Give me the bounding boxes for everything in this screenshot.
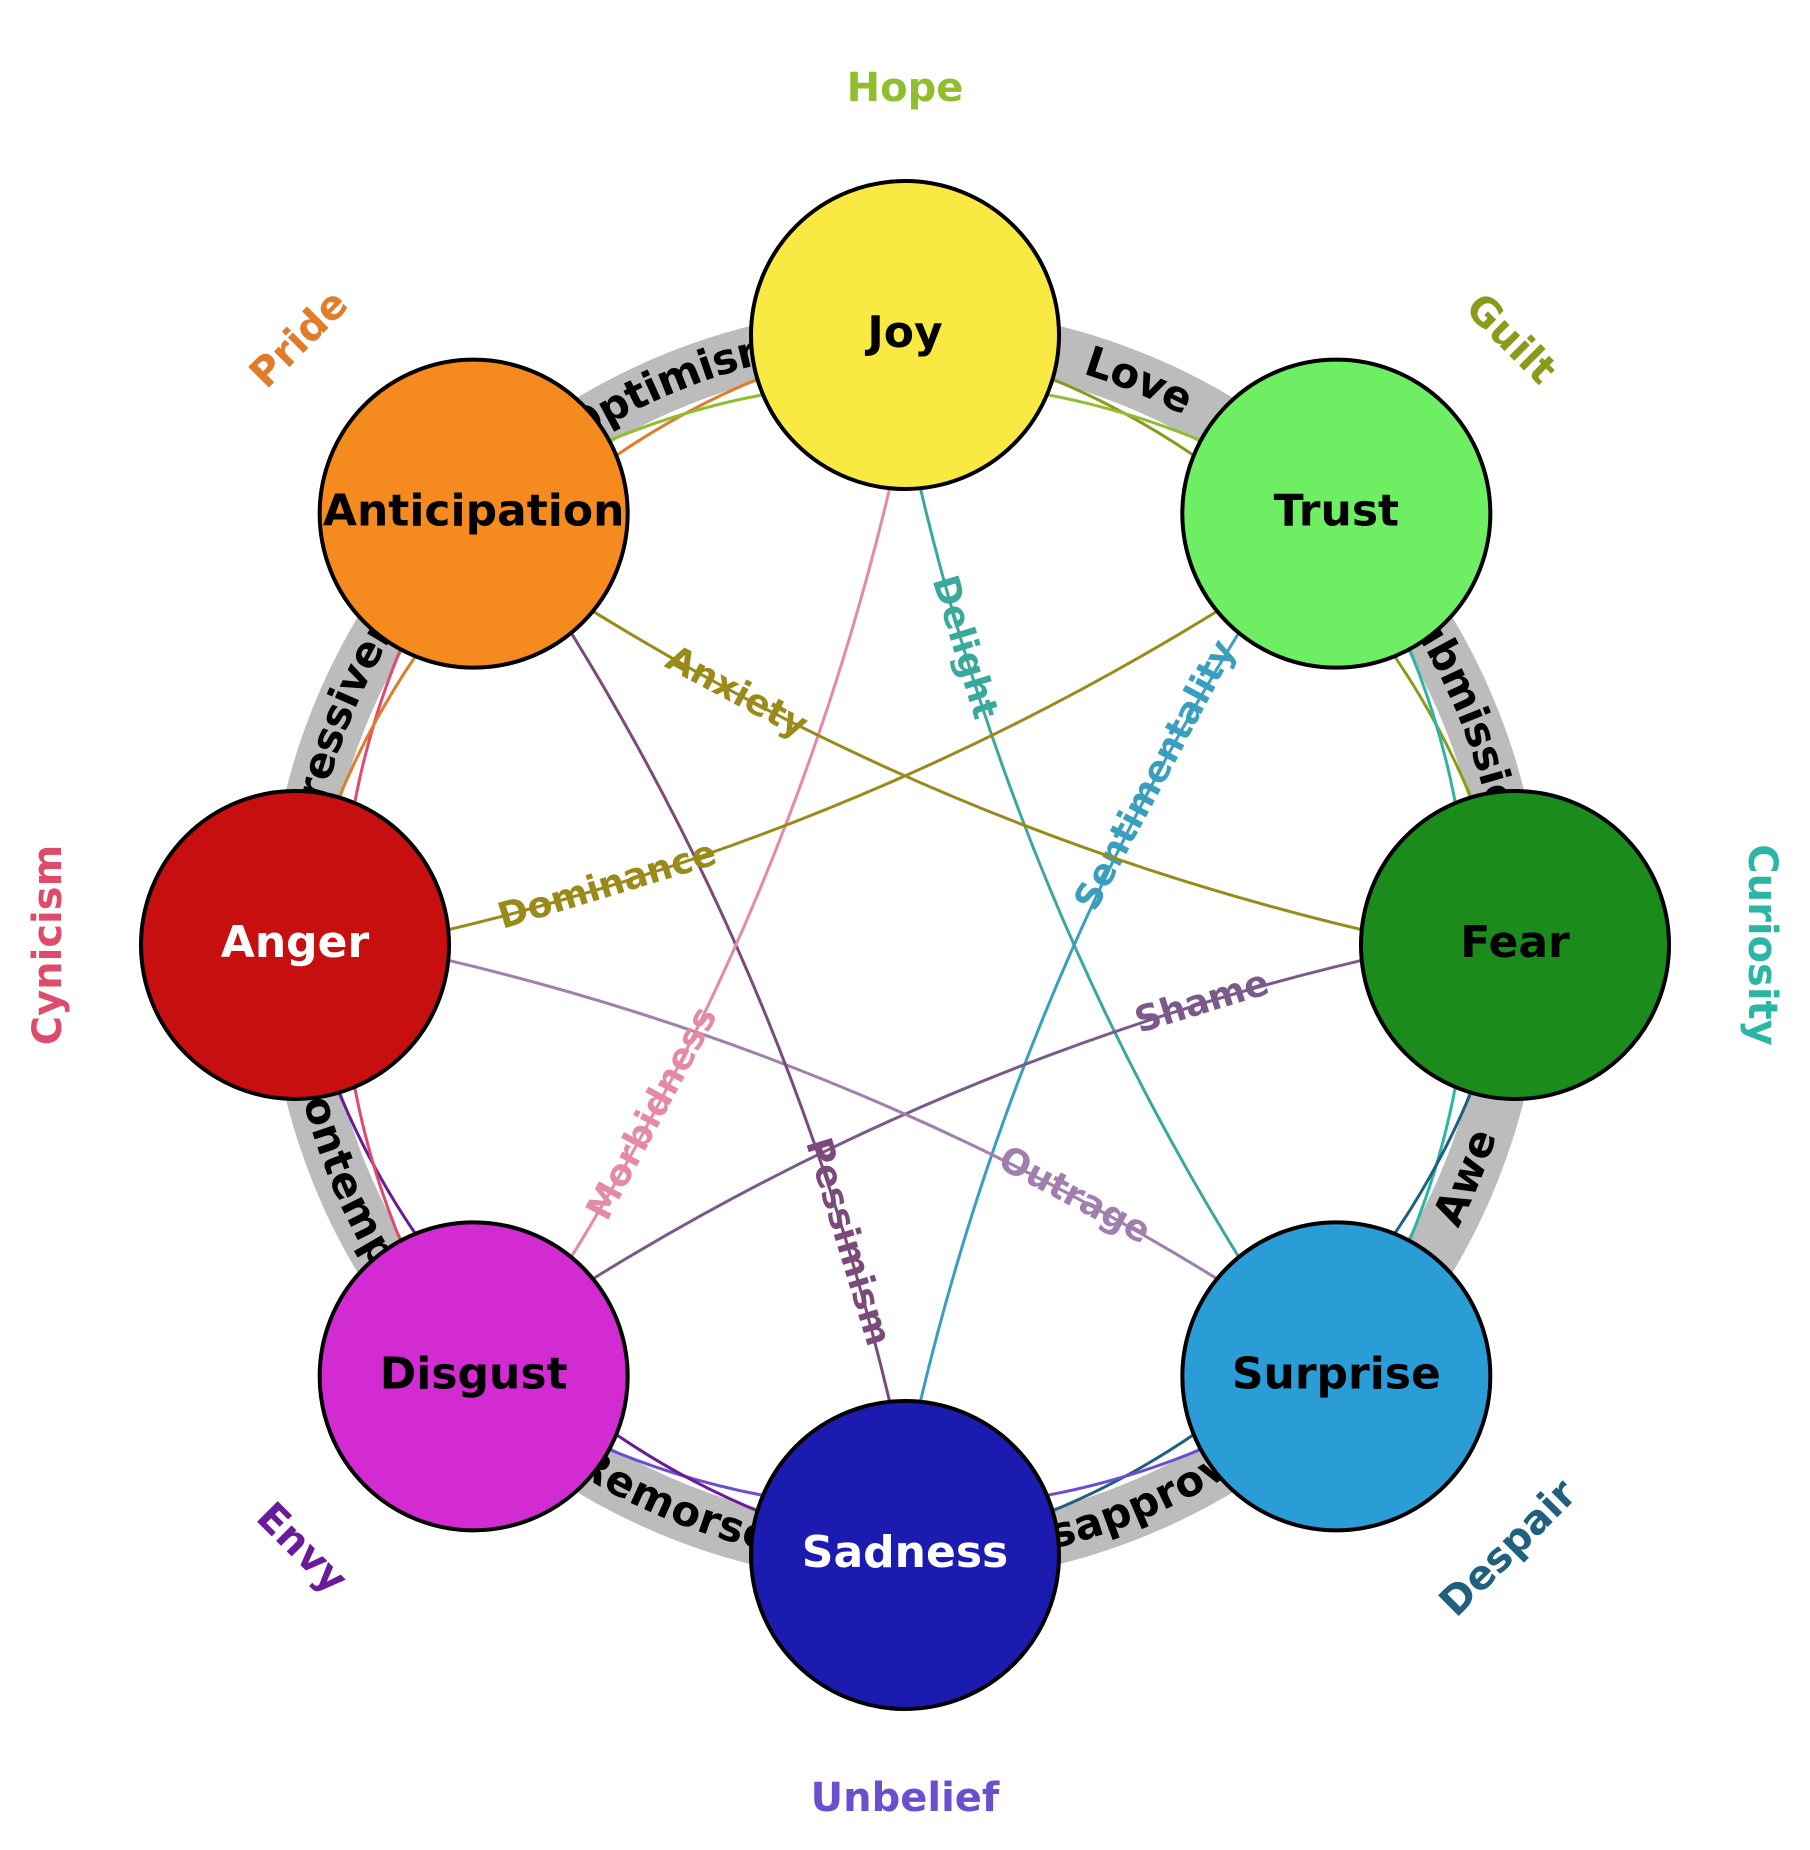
outer-label-guilt: Guilt xyxy=(1457,285,1566,394)
inner-label-sentimentality: Sentimentality xyxy=(1067,633,1244,917)
outer-label-curiosity: Curiosity xyxy=(1739,844,1785,1045)
outer-label-envy: Envy xyxy=(247,1494,356,1603)
emotion-label-sadness: Sadness xyxy=(802,1527,1008,1578)
outer-label-hope: Hope xyxy=(847,65,964,111)
emotion-label-anticipation: Anticipation xyxy=(323,486,625,537)
emotion-label-surprise: Surprise xyxy=(1232,1348,1441,1399)
inner-label-dominance: Dominance xyxy=(493,833,721,938)
outer-label-pride: Pride xyxy=(241,281,357,397)
emotion-label-disgust: Disgust xyxy=(380,1348,568,1399)
emotion-label-fear: Fear xyxy=(1460,917,1570,968)
outer-label-despair: Despair xyxy=(1431,1470,1586,1625)
emotion-label-anger: Anger xyxy=(221,917,370,968)
inner-label-delight: Delight xyxy=(924,571,1006,724)
inner-label-shame: Shame xyxy=(1130,962,1274,1041)
inner-label-anxiety: Anxiety xyxy=(659,638,814,747)
emotion-label-joy: Joy xyxy=(864,307,942,358)
inner-label-outrage: Outrage xyxy=(992,1138,1157,1252)
inner-label-morbidness: Morbidness xyxy=(579,1000,726,1227)
outer-label-unbelief: Unbelief xyxy=(811,1775,1000,1821)
outer-label-cynicism: Cynicism xyxy=(25,845,71,1046)
inner-label-pessimism: Pessimism xyxy=(797,1133,899,1350)
emotion-wheel-diagram: Guilt Curiosity Despair Unbelief Envy Cynicis… xyxy=(0,0,1810,1850)
emotion-label-trust: Trust xyxy=(1274,486,1399,537)
